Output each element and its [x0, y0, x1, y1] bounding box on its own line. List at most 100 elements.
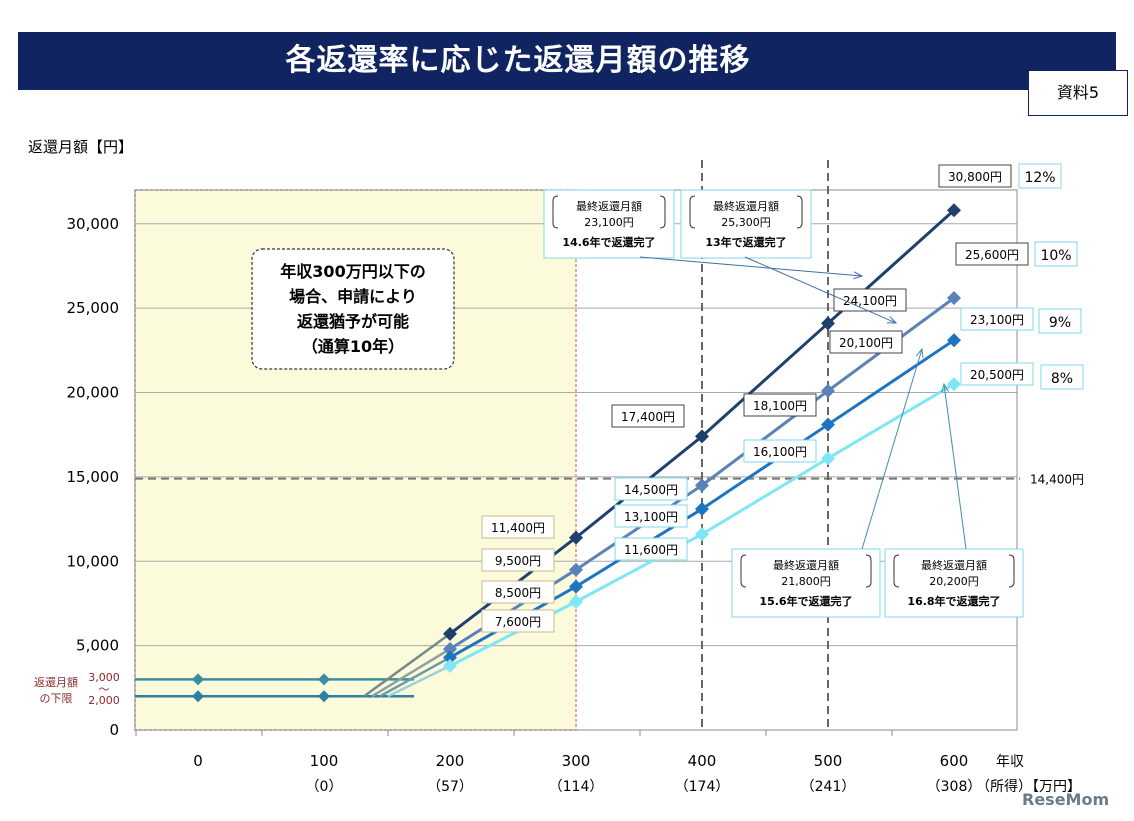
- series-marker: [443, 658, 457, 673]
- note-arrow-head: [941, 382, 950, 393]
- point-label: 9,500円: [495, 554, 541, 568]
- final-note-result: 13年で返還完了: [705, 235, 786, 249]
- point-label: 16,100円: [753, 445, 807, 459]
- point-label: 20,500円: [970, 368, 1024, 382]
- final-note-box: [680, 189, 812, 259]
- deferral-note-line: 場合、申請により: [289, 287, 417, 306]
- point-label: 7,600円: [495, 615, 541, 629]
- point-label-box: [938, 164, 1012, 188]
- series-marker: [695, 478, 709, 493]
- point-label-box: [481, 515, 555, 539]
- floor-label-tilde: 〜: [99, 683, 110, 696]
- note-bracket-left: [689, 195, 696, 229]
- point-label: 11,600円: [624, 543, 678, 557]
- final-note-result: 15.6年で返還完了: [759, 594, 852, 608]
- note-bracket-right: [1008, 554, 1015, 588]
- final-note-heading: 最終返還月額: [576, 199, 642, 213]
- final-note-box: [731, 548, 881, 618]
- floor-marker: [192, 690, 204, 703]
- x-axis-label-line2: （所得）【万円】: [976, 778, 1081, 795]
- series-marker: [947, 291, 961, 305]
- floor-label-top: 3,000: [88, 671, 120, 684]
- point-label: 25,600円: [965, 248, 1019, 262]
- y-tick-label: 15,000: [67, 468, 120, 486]
- point-label-box: [960, 362, 1034, 386]
- y-tick-label: 5,000: [76, 637, 119, 655]
- note-bracket-right: [865, 554, 872, 588]
- y-tick-label: 30,000: [67, 215, 120, 233]
- final-note-heading: 最終返還月額: [773, 558, 839, 572]
- x-tick-sublabel: （57）: [427, 779, 473, 795]
- note-bracket-left: [740, 554, 747, 588]
- final-note-amount: 21,800円: [781, 575, 831, 588]
- note-arrow: [861, 348, 923, 550]
- x-tick-sublabel: （0）: [306, 779, 343, 795]
- point-label: 24,100円: [843, 294, 897, 308]
- note-bracket-left: [552, 195, 559, 229]
- watermark-logo: ReseMom: [1022, 790, 1110, 809]
- series-approach-line: [371, 647, 451, 698]
- final-note-heading: 最終返還月額: [713, 199, 779, 213]
- series-marker: [695, 429, 709, 444]
- series-marker: [443, 626, 457, 641]
- note-bracket-right: [796, 195, 803, 229]
- point-label-box: [955, 242, 1029, 266]
- point-label: 17,400円: [621, 410, 675, 424]
- x-tick-sublabel: （241）: [801, 779, 856, 795]
- series-marker: [569, 562, 583, 577]
- note-arrow: [943, 383, 967, 550]
- point-label-box: [481, 580, 555, 604]
- series-marker: [947, 333, 961, 348]
- series-marker: [821, 383, 835, 398]
- reference-line-label: 14,400円: [1030, 473, 1084, 487]
- point-label-box: [960, 307, 1034, 331]
- point-label-box: [611, 404, 685, 428]
- final-note-amount: 25,300円: [721, 216, 771, 229]
- series-marker: [443, 650, 457, 665]
- y-tick-label: 0: [109, 721, 119, 739]
- final-note-result: 14.6年で返還完了: [562, 235, 655, 249]
- point-label: 23,100円: [970, 313, 1024, 327]
- point-label-box: [614, 477, 688, 501]
- series-tag-box: [1038, 308, 1082, 334]
- note-arrow-head: [886, 316, 898, 324]
- series-marker: [569, 594, 583, 609]
- point-label-box: [743, 393, 817, 417]
- series-tag-label: 12%: [1024, 170, 1055, 186]
- point-label-box: [614, 537, 688, 561]
- point-label: 14,500円: [624, 483, 678, 497]
- final-note-box: [543, 189, 675, 259]
- deferral-note-line: （通算10年）: [302, 337, 404, 356]
- point-label-box: [829, 330, 903, 354]
- series-marker: [947, 377, 961, 392]
- final-note-amount: 23,100円: [584, 216, 634, 229]
- floor-marker: [318, 690, 330, 703]
- series-approach-line: [387, 664, 451, 698]
- y-axis-label: 返還月額【円】: [28, 138, 134, 156]
- final-note-amount: 20,200円: [929, 575, 979, 588]
- series-approach-line: [363, 632, 451, 698]
- series-tag-label: 8%: [1051, 371, 1073, 387]
- deferral-note-box: [251, 248, 455, 370]
- series-marker: [695, 527, 709, 542]
- floor-marker: [318, 673, 330, 686]
- x-tick-label: 100: [310, 752, 339, 770]
- floor-marker: [192, 673, 204, 686]
- page-title: 各返還率に応じた返還月額の推移: [285, 43, 751, 78]
- x-tick-label: 0: [193, 752, 203, 770]
- series-marker: [821, 451, 835, 466]
- x-tick-sublabel: （174）: [675, 779, 730, 795]
- point-label-box: [481, 609, 555, 633]
- point-label-box: [614, 504, 688, 528]
- note-bracket-left: [893, 554, 900, 588]
- x-tick-label: 500: [814, 752, 843, 770]
- x-tick-sublabel: （114）: [549, 779, 604, 795]
- point-label: 11,400円: [491, 521, 545, 535]
- series-tag-label: 9%: [1049, 315, 1071, 331]
- x-tick-sublabel: （308）: [927, 779, 982, 795]
- final-note-heading: 最終返還月額: [921, 558, 987, 572]
- final-note-result: 16.8年で返還完了: [907, 594, 1000, 608]
- series-tag-label: 10%: [1040, 248, 1071, 264]
- note-arrow-head: [915, 347, 924, 359]
- series-marker: [443, 642, 457, 656]
